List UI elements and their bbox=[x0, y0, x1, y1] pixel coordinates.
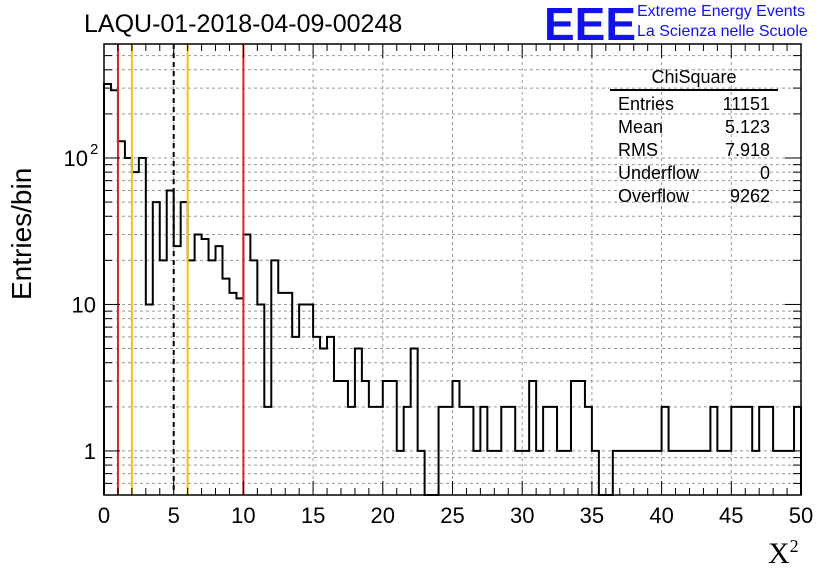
histogram-outline bbox=[103, 82, 802, 496]
x-tick-label: 20 bbox=[371, 503, 395, 528]
stats-value: 9262 bbox=[729, 186, 770, 206]
stats-row-mean: Mean 5.123 bbox=[610, 116, 778, 139]
x-tick-label: 35 bbox=[580, 503, 604, 528]
x-tick-label: 45 bbox=[719, 503, 743, 528]
stats-value: 5.123 bbox=[724, 117, 770, 137]
stats-row-underflow: Underflow 0 bbox=[610, 162, 778, 185]
logo-line-1: Extreme Energy Events bbox=[637, 3, 806, 20]
stats-row-overflow: Overflow 9262 bbox=[610, 185, 778, 208]
x-tick-label: 30 bbox=[510, 503, 534, 528]
x-tick-label: 5 bbox=[168, 503, 180, 528]
logo-line-2: La Scienza nelle Scuole bbox=[637, 23, 808, 40]
x-tick-label: 10 bbox=[231, 503, 255, 528]
stats-label: Mean bbox=[618, 117, 664, 137]
stats-value: 11151 bbox=[722, 94, 770, 114]
stats-label: RMS bbox=[618, 140, 658, 160]
stats-row-rms: RMS 7.918 bbox=[610, 139, 778, 162]
logo-letters: EEE bbox=[544, 2, 636, 44]
stats-value: 7.918 bbox=[724, 140, 770, 160]
y-axis-label: Entries/bin bbox=[6, 167, 37, 300]
y-tick-label: 10 bbox=[72, 292, 96, 317]
eee-logo: EEE bbox=[544, 2, 636, 44]
y-tick-label-exponent: 2 bbox=[90, 141, 98, 158]
y-tick-label: 1 bbox=[84, 439, 96, 464]
x-tick-label: 50 bbox=[789, 503, 813, 528]
x-tick-label: 0 bbox=[98, 503, 110, 528]
x-axis-label-sup: 2 bbox=[789, 536, 799, 556]
chart-title: LAQU-01-2018-04-09-00248 bbox=[84, 10, 403, 38]
x-tick-label: 40 bbox=[649, 503, 673, 528]
x-tick-label: 25 bbox=[440, 503, 464, 528]
stats-label: Overflow bbox=[618, 186, 690, 206]
stats-label: Underflow bbox=[618, 163, 700, 183]
stats-row-entries: Entries 11151 bbox=[610, 93, 778, 116]
x-axis-label: X2 bbox=[768, 536, 799, 571]
stats-title: ChiSquare bbox=[610, 67, 778, 91]
stats-box: ChiSquare Entries 11151 Mean 5.123 RMS 7… bbox=[610, 67, 778, 208]
stats-label: Entries bbox=[618, 94, 675, 114]
x-tick-label: 15 bbox=[301, 503, 325, 528]
y-tick-label: 10 bbox=[64, 146, 88, 171]
x-axis-label-base: X bbox=[768, 537, 790, 570]
stats-value: 0 bbox=[759, 163, 770, 183]
